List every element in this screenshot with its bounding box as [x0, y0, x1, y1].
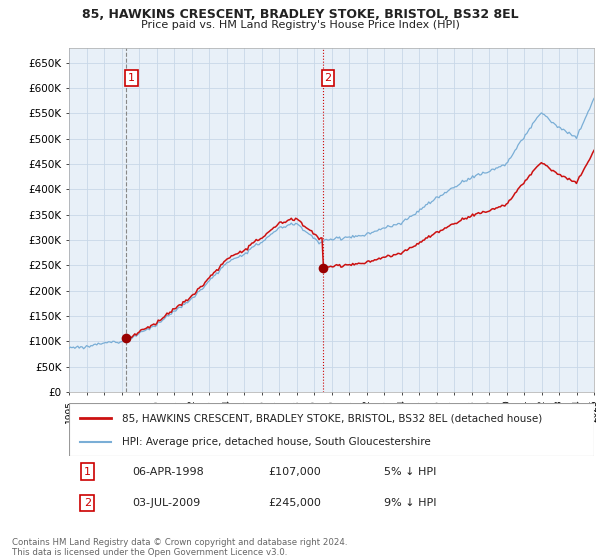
FancyBboxPatch shape: [69, 403, 594, 456]
Text: 06-APR-1998: 06-APR-1998: [132, 466, 204, 477]
Text: 1: 1: [128, 73, 135, 83]
Text: Price paid vs. HM Land Registry's House Price Index (HPI): Price paid vs. HM Land Registry's House …: [140, 20, 460, 30]
Text: 1: 1: [84, 466, 91, 477]
Text: 2: 2: [84, 498, 91, 508]
Text: 2: 2: [325, 73, 332, 83]
Text: 9% ↓ HPI: 9% ↓ HPI: [384, 498, 437, 508]
Text: £107,000: £107,000: [269, 466, 321, 477]
Text: 85, HAWKINS CRESCENT, BRADLEY STOKE, BRISTOL, BS32 8EL: 85, HAWKINS CRESCENT, BRADLEY STOKE, BRI…: [82, 8, 518, 21]
Text: 5% ↓ HPI: 5% ↓ HPI: [384, 466, 436, 477]
Text: Contains HM Land Registry data © Crown copyright and database right 2024.
This d: Contains HM Land Registry data © Crown c…: [12, 538, 347, 557]
Text: 03-JUL-2009: 03-JUL-2009: [132, 498, 200, 508]
Text: 85, HAWKINS CRESCENT, BRADLEY STOKE, BRISTOL, BS32 8EL (detached house): 85, HAWKINS CRESCENT, BRADLEY STOKE, BRI…: [121, 413, 542, 423]
Text: HPI: Average price, detached house, South Gloucestershire: HPI: Average price, detached house, Sout…: [121, 436, 430, 446]
Text: £245,000: £245,000: [269, 498, 322, 508]
